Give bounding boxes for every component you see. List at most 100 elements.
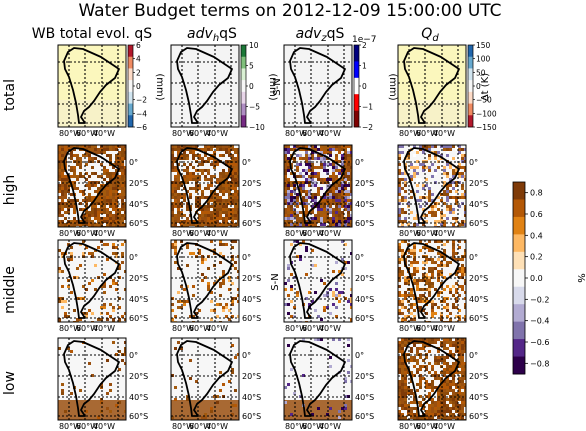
field-cell	[401, 258, 404, 261]
field-cell	[410, 338, 413, 341]
field-cell	[443, 288, 446, 291]
field-cell	[234, 151, 237, 154]
field-cell	[443, 416, 446, 419]
field-cell	[464, 220, 466, 223]
field-cell	[437, 208, 440, 211]
field-cell	[437, 190, 440, 193]
field-cell	[404, 282, 407, 285]
field-cell	[401, 190, 404, 193]
field-cell	[461, 264, 464, 267]
field-cell	[222, 309, 225, 312]
field-cell	[344, 407, 347, 410]
field-cell	[350, 160, 352, 163]
field-cell	[231, 154, 234, 157]
field-cell	[329, 202, 332, 205]
field-cell	[124, 347, 126, 350]
field-cell	[234, 208, 237, 211]
field-cell	[79, 208, 82, 211]
dt-label: Δt (K)	[480, 73, 491, 101]
field-cell	[58, 267, 61, 270]
field-cell	[338, 181, 341, 184]
field-cell	[419, 383, 422, 386]
field-cell	[431, 267, 434, 270]
field-cell	[455, 211, 458, 214]
field-cell	[314, 196, 317, 199]
field-cell	[446, 404, 449, 407]
field-cell	[449, 344, 452, 347]
field-cell	[287, 217, 290, 220]
field-cell	[401, 169, 404, 172]
field-cell	[416, 297, 419, 300]
field-cell	[404, 217, 407, 220]
colorbar-tick-label: 0	[362, 82, 367, 91]
field-cell	[228, 380, 231, 383]
field-cell	[329, 407, 332, 410]
field-cell	[416, 181, 419, 184]
field-cell	[121, 163, 124, 166]
field-cell	[401, 371, 404, 374]
field-cell	[452, 199, 455, 202]
field-cell	[455, 371, 458, 374]
field-cell	[410, 190, 413, 193]
field-cell	[296, 223, 299, 226]
field-cell	[410, 392, 413, 395]
field-cell	[443, 398, 446, 401]
lat-tick-label: 60°S	[469, 314, 488, 323]
field-cell	[228, 169, 231, 172]
field-cell	[171, 217, 174, 220]
field-cell	[177, 208, 180, 211]
field-cell	[398, 389, 401, 392]
field-cell	[344, 166, 347, 169]
field-cell	[234, 148, 237, 151]
field-cell	[58, 208, 61, 211]
field-cell	[425, 261, 428, 264]
field-cell	[410, 389, 413, 392]
field-cell	[410, 166, 413, 169]
field-cells	[171, 341, 239, 420]
field-cell	[82, 217, 85, 220]
field-cell	[437, 398, 440, 401]
field-band	[58, 400, 126, 420]
pct-colorbar-segment	[513, 234, 525, 253]
field-cell	[434, 413, 437, 416]
field-cell	[124, 288, 126, 291]
field-cell	[464, 154, 466, 157]
field-cell	[296, 166, 299, 169]
field-cell	[350, 217, 352, 220]
field-cell	[115, 214, 118, 217]
field-cell	[458, 344, 461, 347]
field-cell	[103, 148, 106, 151]
field-cell	[302, 148, 305, 151]
field-cell	[416, 285, 419, 288]
field-cell	[419, 309, 422, 312]
field-cell	[401, 386, 404, 389]
field-cell	[305, 273, 308, 276]
field-cell	[222, 270, 225, 273]
field-cell	[204, 416, 207, 419]
map-frame	[283, 239, 353, 323]
field-cell	[219, 190, 222, 193]
field-cell	[332, 220, 335, 223]
field-cell	[91, 148, 94, 151]
field-cell	[287, 145, 290, 148]
field-cell	[91, 220, 94, 223]
field-cell	[308, 145, 311, 148]
field-cell	[317, 154, 320, 157]
field-cells	[398, 145, 466, 227]
field-cell	[410, 356, 413, 359]
field-cell	[440, 404, 443, 407]
field-cell	[58, 154, 61, 157]
field-cell	[73, 169, 76, 172]
field-cell	[64, 223, 67, 226]
field-cell	[97, 223, 100, 226]
field-cell	[443, 243, 446, 246]
lat-tick-label: 60°S	[242, 314, 261, 323]
field-cell	[237, 255, 239, 258]
field-cell	[115, 148, 118, 151]
field-cell	[225, 175, 228, 178]
field-cell	[422, 163, 425, 166]
field-cell	[431, 145, 434, 148]
field-cell	[401, 208, 404, 211]
field-cell	[452, 246, 455, 249]
